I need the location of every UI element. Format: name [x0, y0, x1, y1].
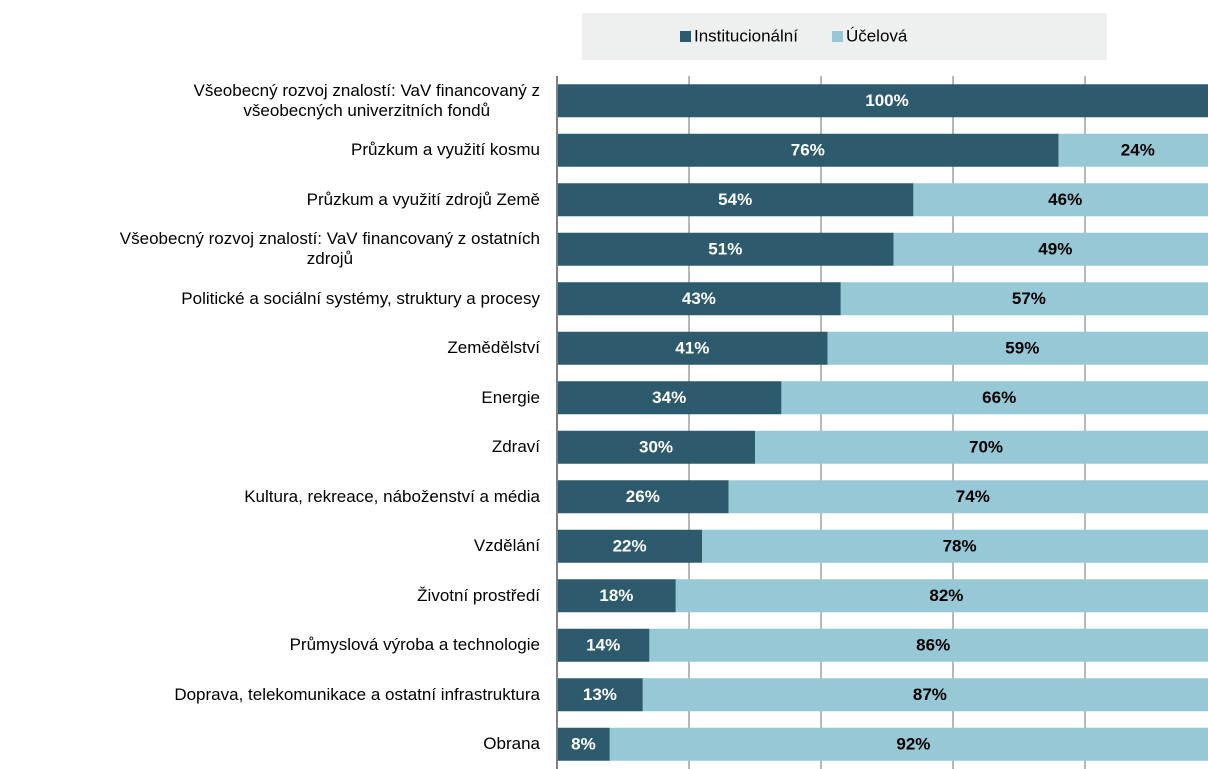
bar-segment [609, 727, 1208, 761]
bar-segment [840, 282, 1208, 316]
category-label: Všeobecný rozvoj znalostí: VaV financova… [0, 81, 540, 121]
bar-segment [557, 529, 703, 563]
bar-segment [1058, 133, 1208, 167]
bar-segment [893, 232, 1208, 266]
bar-segment [557, 678, 643, 712]
value-label: 92% [896, 735, 930, 754]
legend-label: Institucionální [694, 26, 798, 45]
bar-segment [649, 628, 1208, 662]
category-text: Doprava, telekomunikace a ostatní infras… [174, 684, 540, 704]
category-text: Politické a sociální systémy, struktury … [181, 288, 540, 308]
value-label: 22% [613, 537, 647, 556]
category-label: Průzkum a využití kosmu [0, 140, 540, 160]
value-label: 54% [718, 190, 752, 209]
value-label: 78% [943, 537, 977, 556]
value-label: 46% [1048, 190, 1082, 209]
bar-segment [557, 480, 729, 514]
bar-segment [557, 381, 782, 415]
category-label: Průzkum a využití zdrojů Země [0, 190, 540, 210]
bar-segment [827, 331, 1208, 365]
category-text: Všeobecný rozvoj znalostí: VaV financova… [119, 229, 540, 269]
legend-swatch [680, 31, 691, 42]
value-label: 74% [956, 487, 990, 506]
value-label: 86% [916, 636, 950, 655]
value-label: 49% [1038, 240, 1072, 259]
category-text: Vzdělání [473, 536, 540, 556]
value-label: 26% [626, 487, 660, 506]
category-label: Kultura, rekreace, náboženství a média [0, 487, 540, 507]
value-label: 57% [1012, 289, 1046, 308]
category-text: Průzkum a využití zdrojů Země [306, 189, 540, 209]
value-label: 30% [639, 438, 673, 457]
bar-segment [781, 381, 1208, 415]
category-label: Doprava, telekomunikace a ostatní infras… [0, 685, 540, 705]
category-label: Průmyslová výroba a technologie [0, 635, 540, 655]
value-label: 8% [571, 735, 596, 754]
legend-box [582, 13, 1107, 60]
value-label: 51% [708, 240, 742, 259]
bar-segment [557, 183, 914, 217]
bar-segment [755, 430, 1208, 464]
bar-segment [642, 678, 1208, 712]
value-label: 24% [1121, 141, 1155, 160]
category-text: Všeobecný rozvoj znalostí: VaV financova… [193, 80, 540, 120]
value-label: 18% [599, 586, 633, 605]
value-label: 100% [865, 91, 908, 110]
category-text: Obrana [483, 734, 540, 754]
category-text: Průzkum a využití kosmu [351, 140, 540, 160]
legend-label: Účelová [846, 26, 908, 45]
category-label: Obrana [0, 734, 540, 754]
bar-segment [557, 579, 676, 613]
bar-segment [913, 183, 1208, 217]
category-label: Životní prostředí [0, 586, 540, 606]
value-label: 66% [982, 388, 1016, 407]
category-text: Kultura, rekreace, náboženství a média [244, 486, 540, 506]
value-label: 41% [675, 339, 709, 358]
category-text: Zemědělství [447, 338, 540, 358]
legend-swatch [831, 31, 843, 42]
category-label: Všeobecný rozvoj znalostí: VaV financova… [0, 229, 540, 269]
bar-segment [557, 430, 755, 464]
bar-segment [557, 232, 894, 266]
category-text: Zdraví [491, 437, 540, 457]
category-label: Zemědělství [0, 338, 540, 358]
value-label: 43% [682, 289, 716, 308]
category-text: Životní prostředí [417, 585, 540, 605]
bar-segment [557, 331, 828, 365]
value-label: 76% [791, 141, 825, 160]
value-label: 14% [586, 636, 620, 655]
value-label: 70% [969, 438, 1003, 457]
category-text: Průmyslová výroba a technologie [289, 635, 540, 655]
value-label: 59% [1005, 339, 1039, 358]
bar-segment [675, 579, 1208, 613]
value-label: 13% [583, 685, 617, 704]
category-label: Zdraví [0, 437, 540, 457]
category-label: Politické a sociální systémy, struktury … [0, 289, 540, 309]
value-label: 87% [913, 685, 947, 704]
bar-segment [702, 529, 1208, 563]
bar-segment [728, 480, 1208, 514]
bar-segment [557, 282, 841, 316]
bar-segment [557, 628, 650, 662]
value-label: 82% [929, 586, 963, 605]
category-label: Energie [0, 388, 540, 408]
bar-segment [557, 133, 1059, 167]
value-label: 34% [652, 388, 686, 407]
bar-segment [557, 84, 1208, 118]
category-label: Vzdělání [0, 536, 540, 556]
category-text: Energie [481, 387, 540, 407]
bar-segment [557, 727, 610, 761]
